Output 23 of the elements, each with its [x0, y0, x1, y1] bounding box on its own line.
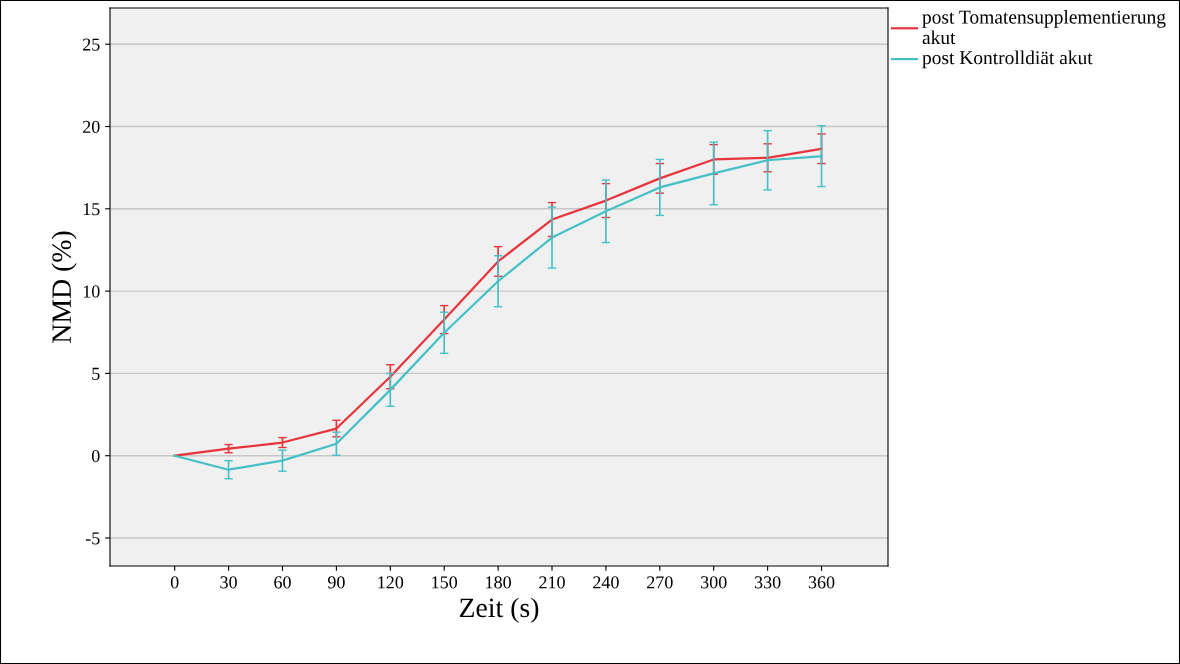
x-tick-label: 90	[327, 576, 345, 589]
legend-label: post Kontrolldiät akut	[922, 50, 1093, 69]
y-tick-label: 15	[83, 203, 100, 216]
x-tick-label: 180	[486, 576, 511, 589]
x-tick-label: 210	[539, 576, 565, 589]
y-tick-label: 20	[83, 120, 100, 133]
y-tick-label: -5	[85, 532, 100, 545]
x-tick-label: 150	[432, 576, 458, 589]
x-tick-label: 120	[378, 576, 404, 589]
x-tick-label: 0	[170, 576, 179, 589]
x-axis-title: Zeit (s)	[459, 597, 539, 623]
y-tick-label: 10	[83, 285, 100, 298]
x-tick-label: 270	[647, 576, 673, 589]
y-tick-label: 25	[83, 38, 100, 51]
y-tick-label: 0	[91, 449, 100, 463]
x-tick-label: 300	[701, 576, 727, 589]
y-axis-title: NMD (%)	[51, 231, 77, 343]
x-tick-label: 240	[593, 576, 619, 589]
x-tick-label: 60	[274, 576, 291, 589]
y-tick-label: 5	[92, 367, 100, 380]
x-tick-label: 360	[808, 576, 835, 589]
x-tick-label: 30	[220, 576, 237, 589]
x-tick-label: 330	[754, 576, 781, 589]
